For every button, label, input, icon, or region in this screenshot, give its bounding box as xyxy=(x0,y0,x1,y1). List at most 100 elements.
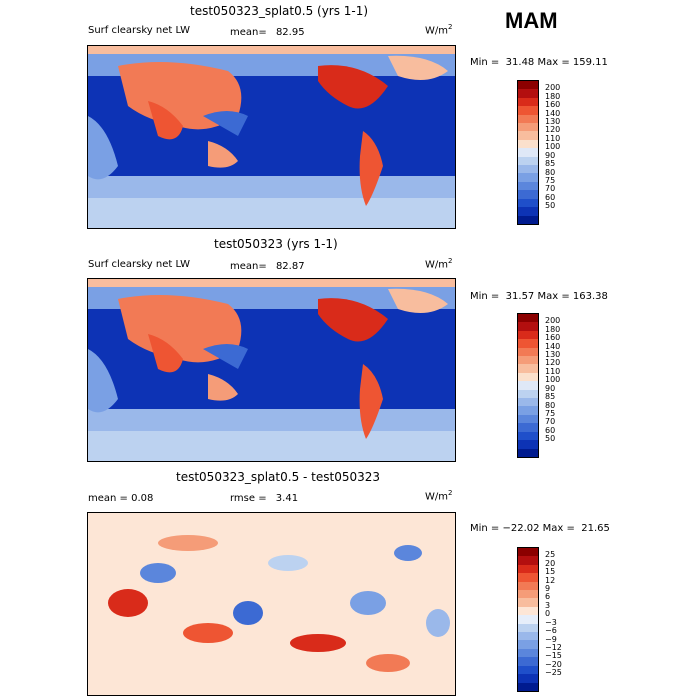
colorbar-swatch xyxy=(518,181,538,191)
panel-3-map xyxy=(87,512,456,696)
colorbar-swatch xyxy=(518,615,538,624)
colorbar-swatch xyxy=(518,123,538,132)
colorbar-swatch xyxy=(518,314,538,323)
colorbar-level-label: 50 xyxy=(545,201,556,211)
season-label: MAM xyxy=(505,8,558,33)
panel-1-colorbar-labels: 200 180 160 140 130 120 110 100 90 85 80 75 70 60 50 xyxy=(545,80,585,225)
panel-1-units: W/m2 xyxy=(425,23,453,37)
colorbar-level-label: 80 xyxy=(545,400,556,410)
colorbar-level-label: 200 xyxy=(545,83,561,93)
colorbar-swatch xyxy=(518,207,538,216)
panel-1-stat-label: mean= xyxy=(230,27,267,38)
colorbar-swatch xyxy=(518,623,538,633)
colorbar-level-label: −6 xyxy=(545,626,557,636)
colorbar-level-label: −9 xyxy=(545,634,557,644)
colorbar-swatch xyxy=(518,657,538,666)
colorbar-level-label: 60 xyxy=(545,192,556,202)
colorbar-level-label: 90 xyxy=(545,150,556,160)
panel-3-units: W/m2 xyxy=(425,489,453,503)
colorbar-swatch xyxy=(518,564,538,574)
panel-1-field-label: Surf clearsky net LW xyxy=(88,25,191,36)
colorbar-level-label: −12 xyxy=(545,642,562,652)
colorbar-level-label: 70 xyxy=(545,417,556,427)
colorbar-swatch xyxy=(518,330,538,340)
colorbar-level-label: 100 xyxy=(545,142,561,152)
colorbar-level-label: 20 xyxy=(545,558,556,568)
colorbar-level-label: 12 xyxy=(545,575,556,585)
colorbar-swatch xyxy=(518,389,538,399)
colorbar-level-label: 200 xyxy=(545,316,561,326)
colorbar-level-label: 85 xyxy=(545,159,556,169)
panel-3-colorbar xyxy=(517,547,539,692)
colorbar-swatch xyxy=(518,406,538,415)
colorbar-level-label: 60 xyxy=(545,425,556,435)
colorbar-swatch xyxy=(518,590,538,599)
colorbar-level-label: 110 xyxy=(545,366,561,376)
colorbar-swatch xyxy=(518,97,538,107)
panel-2-stat-label: mean= xyxy=(230,261,267,272)
panel-3-stat-label: rmse = xyxy=(230,493,267,504)
colorbar-level-label: 75 xyxy=(545,408,556,418)
colorbar-level-label: −20 xyxy=(545,659,562,669)
colorbar-swatch xyxy=(518,548,538,557)
colorbar-level-label: 6 xyxy=(545,592,551,602)
colorbar-swatch xyxy=(518,440,538,449)
panel-2-minmax: Min = 31.57 Max = 163.38 xyxy=(470,291,608,302)
colorbar-level-label: 180 xyxy=(545,91,561,101)
colorbar-swatch xyxy=(518,372,538,382)
colorbar-swatch xyxy=(518,198,538,208)
colorbar-swatch xyxy=(518,682,538,691)
colorbar-swatch xyxy=(518,148,538,157)
colorbar-level-label: 110 xyxy=(545,133,561,143)
colorbar-swatch xyxy=(518,156,538,166)
colorbar-level-label: 140 xyxy=(545,341,561,351)
colorbar-level-label: 90 xyxy=(545,383,556,393)
colorbar-swatch xyxy=(518,215,538,224)
colorbar-swatch xyxy=(518,106,538,115)
colorbar-level-label: 160 xyxy=(545,333,561,343)
colorbar-swatch xyxy=(518,556,538,565)
colorbar-swatch xyxy=(518,674,538,683)
panel-1-colorbar xyxy=(517,80,539,225)
colorbar-level-label: 0 xyxy=(545,609,551,619)
colorbar-level-label: 75 xyxy=(545,175,556,185)
colorbar-level-label: 160 xyxy=(545,100,561,110)
colorbar-swatch xyxy=(518,398,538,407)
panel-3-map-svg xyxy=(88,513,455,695)
panel-2-field-label: Surf clearsky net LW xyxy=(88,259,191,270)
panel-3-stat-value: 3.41 xyxy=(275,493,299,504)
panel-3-field-label: mean = 0.08 xyxy=(88,493,154,504)
colorbar-swatch xyxy=(518,648,538,658)
colorbar-level-label: 130 xyxy=(545,350,561,360)
colorbar-swatch xyxy=(518,165,538,174)
colorbar-swatch xyxy=(518,640,538,649)
panel-1-map-svg xyxy=(88,46,455,228)
colorbar-swatch xyxy=(518,632,538,641)
colorbar-swatch xyxy=(518,381,538,390)
colorbar-swatch xyxy=(518,414,538,424)
colorbar-level-label: 130 xyxy=(545,117,561,127)
panel-3-minmax: Min = −22.02 Max = 21.65 xyxy=(470,523,610,534)
colorbar-swatch xyxy=(518,573,538,582)
colorbar-level-label: −25 xyxy=(545,668,562,678)
panel-3-title: test050323_splat0.5 - test050323 xyxy=(176,470,381,484)
colorbar-level-label: 85 xyxy=(545,392,556,402)
colorbar-swatch xyxy=(518,339,538,348)
colorbar-level-label: 120 xyxy=(545,358,561,368)
colorbar-level-label: 50 xyxy=(545,434,556,444)
colorbar-swatch xyxy=(518,431,538,441)
panel-2-map xyxy=(87,278,456,462)
colorbar-swatch xyxy=(518,81,538,90)
panel-1-minmax: Min = 31.48 Max = 159.11 xyxy=(470,57,608,68)
colorbar-level-label: 120 xyxy=(545,125,561,135)
panel-3-colorbar-labels: 25 20 15 12 9 6 3 0 −3 −6 −9 −12 −15 −20 −25 xyxy=(545,547,585,692)
colorbar-level-label: −15 xyxy=(545,651,562,661)
panel-2-map-svg xyxy=(88,279,455,461)
colorbar-swatch xyxy=(518,423,538,432)
colorbar-swatch xyxy=(518,665,538,675)
colorbar-level-label: 100 xyxy=(545,375,561,385)
colorbar-swatch xyxy=(518,356,538,365)
colorbar-swatch xyxy=(518,131,538,140)
colorbar-level-label: 25 xyxy=(545,550,556,560)
panel-2-units: W/m2 xyxy=(425,257,453,271)
